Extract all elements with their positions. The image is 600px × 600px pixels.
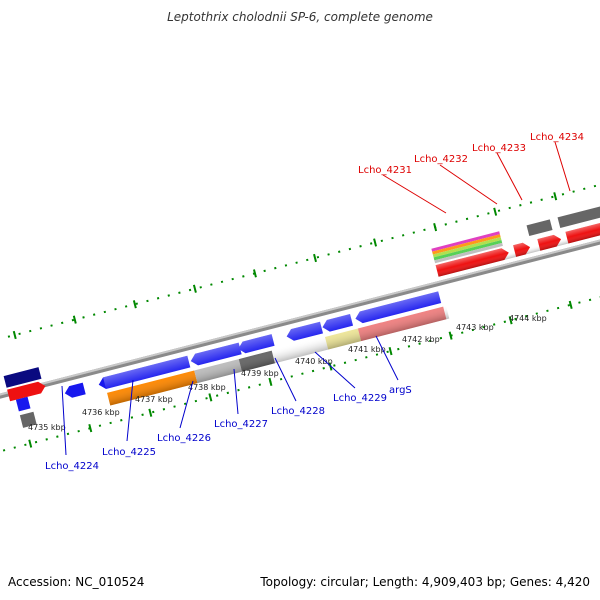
tick-label: 4743 kbp xyxy=(456,323,494,332)
gene-label-lcho-4233: Lcho_4233 xyxy=(472,143,526,154)
upper-major-ticks xyxy=(12,192,558,340)
gene-label-lcho-4227: Lcho_4227 xyxy=(214,419,268,430)
forward-gene-labels: Lcho_4231 Lcho_4232 Lcho_4233 Lcho_4234 xyxy=(358,132,584,176)
tick-label: 4736 kbp xyxy=(82,408,120,417)
topology-text: Topology: circular; Length: 4,909,403 bp… xyxy=(260,575,590,589)
gene-forward-red-left xyxy=(7,381,46,402)
gene-label-args: argS xyxy=(389,385,412,396)
tick-label: 4739 kbp xyxy=(241,369,279,378)
gene-label-lcho-4228: Lcho_4228 xyxy=(271,406,325,417)
gene-forward-grey-1 xyxy=(526,219,553,236)
tick-label: 4737 kbp xyxy=(135,395,173,404)
gene-label-lcho-4226: Lcho_4226 xyxy=(157,433,211,444)
gene-reverse-blue-left xyxy=(15,396,31,412)
gene-label-lcho-4229: Lcho_4229 xyxy=(333,393,387,404)
gene-forward-grey-2 xyxy=(557,190,600,229)
tick-labels: 4735 kbp 4736 kbp 4737 kbp 4738 kbp 4739… xyxy=(28,314,547,432)
tick-label: 4742 kbp xyxy=(402,335,440,344)
gene-label-lcho-4232: Lcho_4232 xyxy=(414,154,468,165)
accession-text: Accession: NC_010524 xyxy=(8,575,145,589)
tick-label: 4741 kbp xyxy=(348,345,386,354)
reverse-gene-labels: Lcho_4224 Lcho_4225 Lcho_4226 Lcho_4227 … xyxy=(45,385,412,472)
tick-label: 4735 kbp xyxy=(28,423,66,432)
forward-strand-genes xyxy=(3,190,600,402)
gene-forward-navy xyxy=(3,367,42,388)
reverse-label-leaders xyxy=(61,335,399,456)
upper-tick-row xyxy=(0,163,600,360)
tick-label: 4738 kbp xyxy=(188,383,226,392)
forward-label-leaders xyxy=(382,141,571,214)
tick-label: 4740 kbp xyxy=(295,357,333,366)
lower-major-ticks xyxy=(28,300,573,448)
gene-reverse-blue-1 xyxy=(64,382,86,398)
tick-label: 4744 kbp xyxy=(509,314,547,323)
gene-label-lcho-4234: Lcho_4234 xyxy=(530,132,584,143)
gene-label-lcho-4231: Lcho_4231 xyxy=(358,165,412,176)
gene-label-lcho-4225: Lcho_4225 xyxy=(102,447,156,458)
gene-reverse-grey-left xyxy=(19,411,37,428)
map-title: Leptothrix cholodnii SP-6, complete geno… xyxy=(167,10,433,24)
gene-label-lcho-4224: Lcho_4224 xyxy=(45,461,99,472)
lower-tick-row xyxy=(0,269,600,466)
reverse-strand-genes xyxy=(15,290,450,428)
